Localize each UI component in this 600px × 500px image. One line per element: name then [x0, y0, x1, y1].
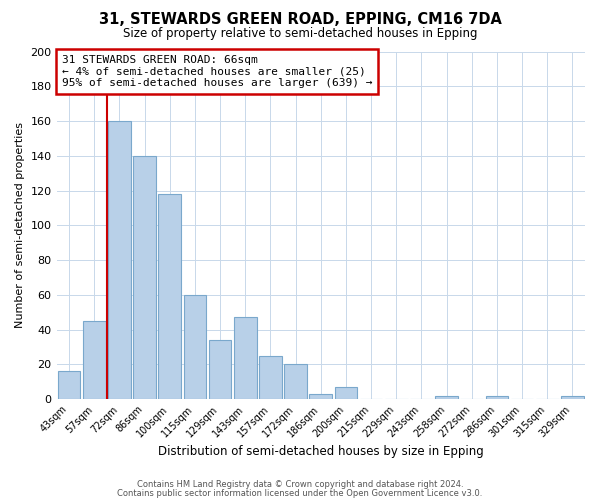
- Bar: [561, 396, 584, 399]
- Bar: [485, 396, 508, 399]
- Text: Contains HM Land Registry data © Crown copyright and database right 2024.: Contains HM Land Registry data © Crown c…: [137, 480, 463, 489]
- Text: 31, STEWARDS GREEN ROAD, EPPING, CM16 7DA: 31, STEWARDS GREEN ROAD, EPPING, CM16 7D…: [98, 12, 502, 28]
- Text: Size of property relative to semi-detached houses in Epping: Size of property relative to semi-detach…: [123, 28, 477, 40]
- Bar: [435, 396, 458, 399]
- Bar: [335, 387, 357, 399]
- Text: 31 STEWARDS GREEN ROAD: 66sqm
← 4% of semi-detached houses are smaller (25)
95% : 31 STEWARDS GREEN ROAD: 66sqm ← 4% of se…: [62, 55, 373, 88]
- Bar: [259, 356, 282, 399]
- Bar: [284, 364, 307, 399]
- Bar: [310, 394, 332, 399]
- Bar: [58, 372, 80, 399]
- Bar: [83, 321, 106, 399]
- Bar: [108, 121, 131, 399]
- Text: Contains public sector information licensed under the Open Government Licence v3: Contains public sector information licen…: [118, 489, 482, 498]
- Bar: [234, 318, 257, 399]
- Bar: [184, 295, 206, 399]
- Bar: [133, 156, 156, 399]
- Y-axis label: Number of semi-detached properties: Number of semi-detached properties: [15, 122, 25, 328]
- X-axis label: Distribution of semi-detached houses by size in Epping: Distribution of semi-detached houses by …: [158, 444, 484, 458]
- Bar: [209, 340, 232, 399]
- Bar: [158, 194, 181, 399]
